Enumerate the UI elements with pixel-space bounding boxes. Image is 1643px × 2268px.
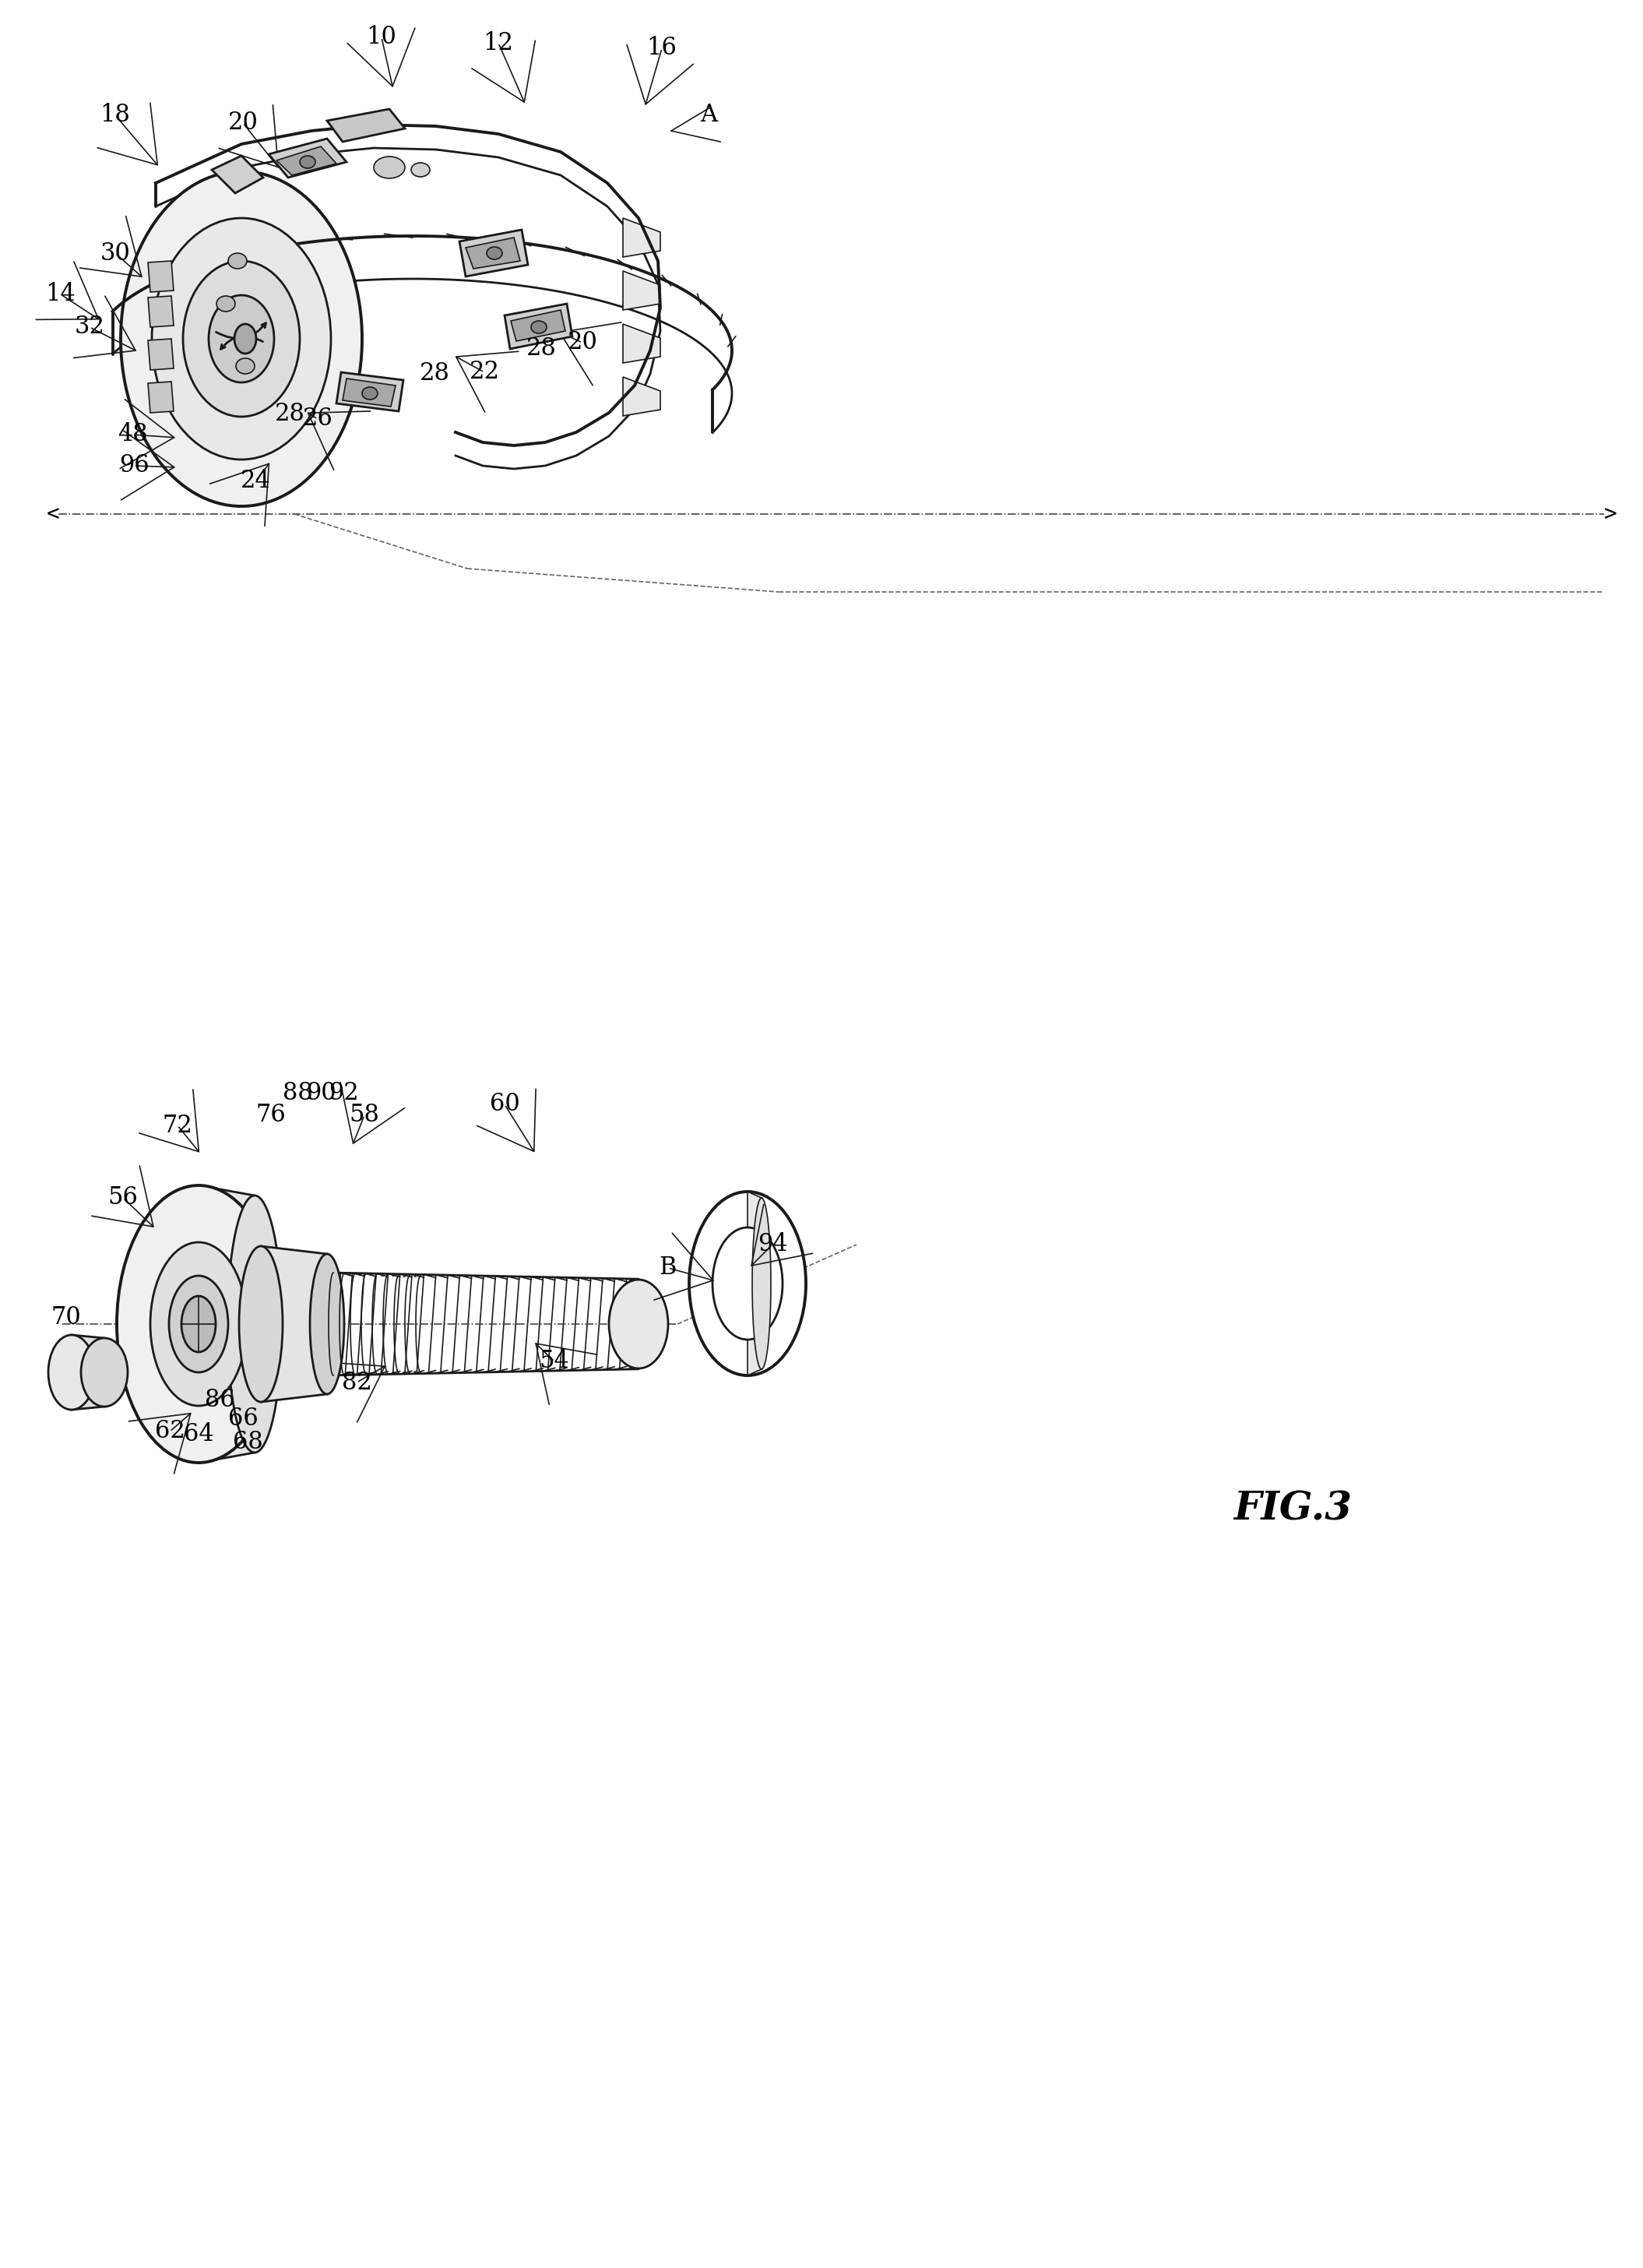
Ellipse shape [182,261,299,417]
Text: 20: 20 [228,111,258,136]
Ellipse shape [531,320,547,333]
Polygon shape [276,147,337,175]
Text: 92: 92 [329,1082,360,1105]
Text: 14: 14 [46,281,76,306]
Text: 18: 18 [100,104,130,127]
Text: 86: 86 [204,1388,235,1413]
Ellipse shape [120,172,361,506]
Polygon shape [327,109,404,141]
Polygon shape [623,376,660,415]
Polygon shape [504,304,572,349]
Text: 56: 56 [108,1186,138,1209]
Polygon shape [343,379,396,406]
Ellipse shape [361,388,378,399]
Text: 12: 12 [483,32,514,54]
Ellipse shape [117,1186,281,1463]
Polygon shape [460,229,527,277]
Text: 16: 16 [647,36,677,61]
Ellipse shape [610,1279,669,1368]
Text: 60: 60 [490,1093,519,1116]
Polygon shape [465,238,521,268]
Ellipse shape [228,254,246,268]
Text: 32: 32 [74,315,105,340]
Polygon shape [748,1191,762,1374]
Text: 58: 58 [350,1102,380,1127]
Ellipse shape [237,358,255,374]
Ellipse shape [311,1254,343,1395]
Text: 88: 88 [283,1082,312,1105]
Text: 66: 66 [228,1406,258,1431]
Text: 24: 24 [240,469,271,494]
Ellipse shape [235,324,256,354]
Text: 90: 90 [306,1082,335,1105]
Text: 20: 20 [567,331,598,354]
Ellipse shape [151,218,330,460]
Polygon shape [148,295,174,327]
Polygon shape [269,138,347,177]
Polygon shape [148,261,174,293]
Ellipse shape [48,1336,95,1411]
Text: 48: 48 [117,422,148,447]
Text: 94: 94 [757,1232,787,1256]
Text: <: < [46,503,59,524]
Ellipse shape [217,295,235,311]
Text: 64: 64 [184,1422,214,1447]
Text: 54: 54 [539,1349,570,1374]
Ellipse shape [181,1295,215,1352]
Polygon shape [261,1245,327,1402]
Ellipse shape [227,1195,283,1452]
Ellipse shape [209,295,274,383]
Polygon shape [72,1336,105,1411]
Polygon shape [199,1186,255,1463]
Text: 70: 70 [51,1306,81,1329]
Text: B: B [659,1256,677,1279]
Ellipse shape [752,1198,771,1370]
Text: 22: 22 [470,361,499,383]
Text: 28: 28 [419,363,450,386]
Polygon shape [623,272,660,311]
Ellipse shape [150,1243,246,1406]
Text: 68: 68 [233,1431,263,1454]
Ellipse shape [486,247,503,259]
Polygon shape [623,324,660,363]
Polygon shape [511,311,565,340]
Text: 62: 62 [154,1420,186,1445]
Polygon shape [148,381,174,413]
Ellipse shape [411,163,430,177]
Text: 28: 28 [274,401,306,426]
Ellipse shape [688,1191,807,1374]
Text: 72: 72 [163,1114,192,1139]
Ellipse shape [299,156,315,168]
Polygon shape [212,156,263,193]
Text: 76: 76 [256,1102,286,1127]
Text: 26: 26 [302,406,334,431]
Polygon shape [148,338,174,370]
Text: 28: 28 [526,338,557,361]
Text: A: A [700,104,718,127]
Text: 82: 82 [342,1370,371,1395]
Text: FIG.3: FIG.3 [1234,1490,1352,1529]
Polygon shape [623,218,660,256]
Text: >: > [1604,503,1617,524]
Text: 10: 10 [366,25,396,50]
Ellipse shape [373,156,404,179]
Ellipse shape [238,1245,283,1402]
Ellipse shape [81,1338,128,1406]
Text: 96: 96 [118,454,150,479]
Polygon shape [337,372,403,411]
Ellipse shape [713,1227,782,1340]
Text: 30: 30 [100,240,130,265]
Ellipse shape [169,1275,228,1372]
